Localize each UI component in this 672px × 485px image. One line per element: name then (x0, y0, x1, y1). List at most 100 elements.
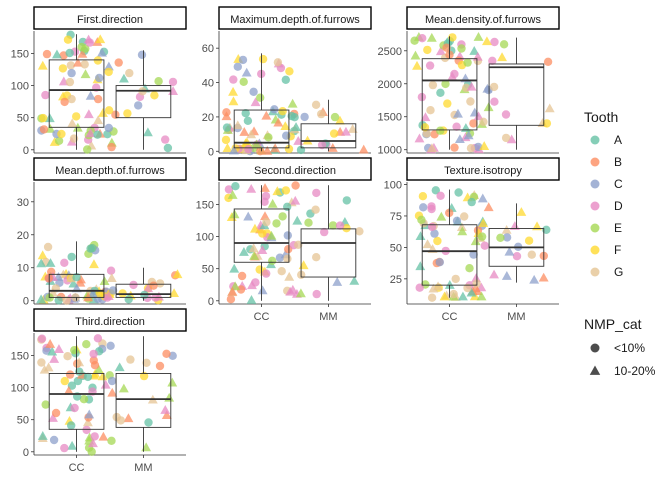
x-tick-label: MM (319, 311, 337, 323)
data-point (95, 73, 104, 83)
facet-strip (33, 157, 187, 181)
data-point (264, 133, 273, 142)
legend-key-circle (590, 179, 600, 189)
data-point (423, 45, 432, 55)
data-point (341, 126, 351, 136)
x-tick-label: CC (69, 462, 85, 474)
data-point (168, 77, 178, 87)
data-point (54, 136, 64, 145)
data-point (262, 217, 271, 227)
data-point (451, 274, 460, 284)
data-point (418, 34, 427, 43)
data-point (104, 67, 113, 77)
data-point (249, 87, 258, 97)
data-point (241, 109, 250, 118)
data-point (457, 226, 468, 236)
data-point (430, 229, 439, 238)
data-point (169, 288, 180, 298)
y-tick-label: 40 (202, 78, 214, 90)
data-point (436, 191, 445, 200)
data-point (124, 295, 133, 304)
data-point (107, 387, 118, 397)
legend-title: Tooth (584, 109, 618, 125)
data-point (457, 44, 466, 53)
y-tick-label: 50 (17, 113, 29, 125)
facet-panel: Maximum.depth.of.furrows 0 20 40 60 (202, 6, 372, 158)
y-tick-label: 1000 (378, 145, 402, 157)
data-point (139, 371, 149, 381)
data-point (60, 376, 69, 386)
data-point (163, 143, 173, 153)
data-point (250, 223, 260, 233)
x-tick-label: CC (254, 311, 270, 323)
data-point (167, 377, 178, 387)
data-point (243, 116, 253, 126)
data-point (107, 436, 116, 445)
data-point (106, 341, 115, 350)
data-point (41, 400, 50, 409)
data-point (342, 196, 351, 205)
y-tick-label: 50 (202, 264, 214, 276)
data-point (99, 276, 110, 286)
data-point (273, 117, 284, 127)
data-point (63, 35, 73, 44)
data-point (226, 295, 236, 304)
data-point (37, 431, 48, 440)
facet-title: Maximum.depth.of.furrows (230, 14, 360, 26)
data-point (260, 197, 269, 206)
legend-key-circle (590, 201, 600, 211)
data-point (469, 250, 478, 259)
legend-item-label: E (614, 221, 622, 235)
data-point (257, 245, 268, 255)
y-tick-label: 150 (11, 48, 29, 60)
data-point (37, 358, 46, 367)
data-point (317, 109, 326, 119)
legend-key-circle (590, 135, 600, 145)
data-point (162, 349, 171, 358)
data-point (463, 130, 474, 140)
data-point (415, 261, 426, 271)
data-point (290, 195, 301, 205)
data-point (512, 252, 522, 261)
data-point (460, 212, 469, 221)
data-point (161, 135, 170, 144)
data-point (302, 135, 313, 145)
data-point (93, 364, 104, 374)
data-point (291, 181, 300, 190)
data-point (95, 289, 104, 299)
data-point (284, 271, 295, 281)
box (48, 59, 105, 128)
data-point (447, 71, 458, 81)
data-point (450, 143, 459, 152)
data-point (104, 106, 114, 115)
data-point (477, 193, 488, 203)
data-point (42, 49, 52, 59)
legend-item-label: A (614, 133, 622, 147)
box (300, 228, 357, 278)
data-point (454, 188, 463, 197)
data-point (412, 60, 422, 70)
box (421, 58, 478, 131)
data-point (292, 215, 303, 225)
data-point (294, 240, 303, 249)
data-point (249, 251, 260, 260)
data-point (543, 57, 553, 66)
data-point (532, 221, 542, 231)
y-tick-label: 150 (196, 199, 214, 211)
data-point (85, 38, 95, 47)
data-point (106, 266, 116, 275)
data-point (282, 131, 291, 140)
legend-key-circle (590, 157, 600, 167)
data-point (481, 36, 492, 46)
data-point (272, 219, 281, 228)
y-tick-label: 1500 (378, 112, 402, 124)
data-point (153, 291, 164, 301)
legend-key-circle (590, 267, 600, 277)
data-point (45, 258, 56, 267)
data-point (280, 121, 291, 131)
data-point (529, 274, 540, 284)
data-point (228, 145, 239, 155)
data-point (142, 127, 153, 137)
data-point (88, 438, 98, 448)
box (233, 109, 290, 149)
